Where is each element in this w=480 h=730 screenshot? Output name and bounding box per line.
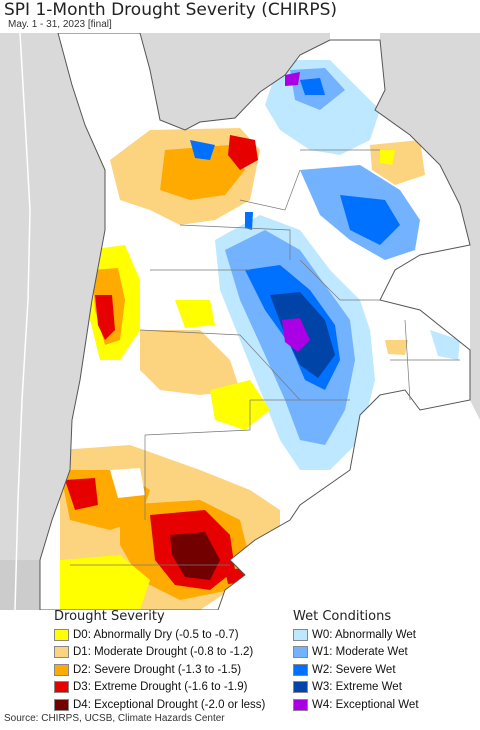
swatch-d4 bbox=[54, 698, 69, 711]
swatch-w2 bbox=[293, 663, 308, 676]
legend-label-d3: D3: Extreme Drought (-1.6 to -1.9) bbox=[73, 681, 248, 694]
swatch-w3 bbox=[293, 681, 308, 694]
swatch-d2 bbox=[54, 663, 69, 676]
legend-label-w1: W1: Moderate Wet bbox=[312, 646, 408, 659]
wet-legend: W0: Abnormally Wet W1: Moderate Wet W2: … bbox=[293, 626, 419, 714]
legend-label-d2: D2: Severe Drought (-1.3 to -1.5) bbox=[73, 663, 242, 676]
legend-item-w3: W3: Extreme Wet bbox=[293, 679, 419, 697]
legend-label-w0: W0: Abnormally Wet bbox=[312, 628, 416, 641]
legend-label-d4: D4: Exceptional Drought (-2.0 or less) bbox=[73, 698, 266, 711]
swatch-w1 bbox=[293, 646, 308, 659]
legend-item-w0: W0: Abnormally Wet bbox=[293, 626, 419, 644]
legend-item-d0: D0: Abnormally Dry (-0.5 to -0.7) bbox=[54, 626, 265, 644]
legend-label-w3: W3: Extreme Wet bbox=[312, 681, 402, 694]
source-credit: Source: CHIRPS, UCSB, Climate Hazards Ce… bbox=[4, 713, 225, 724]
drought-map bbox=[0, 32, 480, 611]
legend-item-d4: D4: Exceptional Drought (-2.0 or less) bbox=[54, 696, 265, 714]
map-subtitle: May. 1 - 31, 2023 [final] bbox=[8, 19, 112, 30]
legend-item-d3: D3: Extreme Drought (-1.6 to -1.9) bbox=[54, 679, 265, 697]
swatch-w0 bbox=[293, 628, 308, 641]
swatch-d3 bbox=[54, 681, 69, 694]
drought-legend: D0: Abnormally Dry (-0.5 to -0.7) D1: Mo… bbox=[54, 626, 265, 714]
legend-label-d1: D1: Moderate Drought (-0.8 to -1.2) bbox=[73, 646, 254, 659]
legend-label-w4: W4: Exceptional Wet bbox=[312, 698, 419, 711]
legend-item-w1: W1: Moderate Wet bbox=[293, 644, 419, 662]
legend-item-w2: W2: Severe Wet bbox=[293, 661, 419, 679]
swatch-d0 bbox=[54, 628, 69, 641]
drought-legend-title: Drought Severity bbox=[54, 609, 165, 624]
legend-item-d1: D1: Moderate Drought (-0.8 to -1.2) bbox=[54, 644, 265, 662]
wet-legend-title: Wet Conditions bbox=[293, 609, 392, 624]
legend-item-w4: W4: Exceptional Wet bbox=[293, 696, 419, 714]
map-title: SPI 1-Month Drought Severity (CHIRPS) bbox=[4, 0, 338, 20]
swatch-w4 bbox=[293, 698, 308, 711]
legend-item-d2: D2: Severe Drought (-1.3 to -1.5) bbox=[54, 661, 265, 679]
legend-label-d0: D0: Abnormally Dry (-0.5 to -0.7) bbox=[73, 628, 239, 641]
swatch-d1 bbox=[54, 646, 69, 659]
legend-label-w2: W2: Severe Wet bbox=[312, 663, 396, 676]
